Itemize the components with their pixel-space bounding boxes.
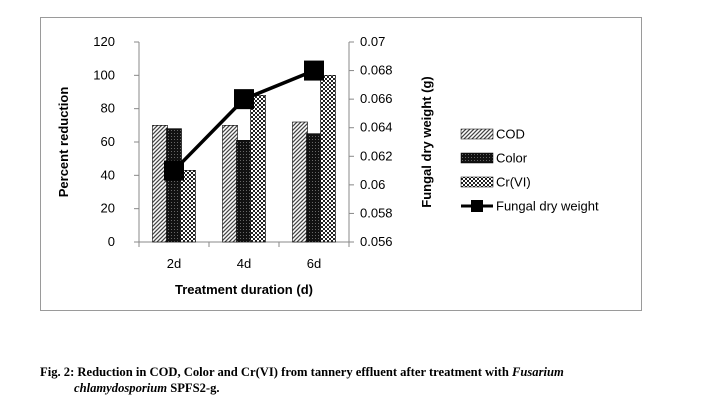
y2-tick-label: 0.056 — [360, 234, 393, 249]
y-tick-label: 0 — [108, 234, 115, 249]
point-fungal-dry-weight-6d — [304, 60, 324, 81]
x-axis-title: Treatment duration (d) — [175, 282, 313, 297]
bar-color-4d — [236, 140, 252, 243]
y-axis-title: Percent reduction — [56, 87, 71, 198]
figure-caption: Fig. 2: Reduction in COD, Color and Cr(V… — [40, 364, 712, 396]
bar-cod-2d — [152, 125, 168, 243]
legend-label-cod: COD — [496, 127, 525, 142]
y2-tick-label: 0.07 — [360, 34, 385, 49]
legend-swatch-color — [460, 152, 494, 164]
x-tick-label: 2d — [167, 256, 181, 271]
y-tick-label: 80 — [101, 101, 115, 116]
bar-cod-6d — [292, 121, 308, 243]
caption-prefix: Fig. 2: Reduction in COD, Color and Cr(V… — [40, 365, 512, 379]
legend-label-fungal-dry-weight: Fungal dry weight — [496, 199, 599, 214]
legend-label-color: Color — [496, 151, 528, 166]
legend-marker-fungal-dry-weight — [471, 200, 483, 212]
caption-species: chlamydosporium — [74, 381, 168, 395]
point-fungal-dry-weight-4d — [234, 89, 254, 110]
y-tick-label: 40 — [101, 167, 115, 182]
y2-tick-label: 0.066 — [360, 91, 393, 106]
y2-tick-label: 0.062 — [360, 148, 393, 163]
bar-color-2d — [166, 128, 182, 243]
caption-suffix: SPFS2-g. — [167, 381, 220, 395]
y2-tick-label: 0.068 — [360, 63, 393, 78]
y2-axis-title: Fungal dry weight (g) — [419, 76, 434, 207]
x-tick-label: 4d — [237, 256, 251, 271]
y2-tick-label: 0.058 — [360, 205, 393, 220]
bar-cr-vi--2d — [180, 170, 196, 243]
caption-genus: Fusarium — [511, 365, 564, 379]
y-tick-label: 20 — [101, 201, 115, 216]
bar-cr-vi--4d — [250, 95, 266, 243]
bar-cr-vi--6d — [320, 75, 336, 243]
legend-swatch-cod — [460, 128, 494, 140]
chart-frame: 0 20 40 60 80 100 120 0.056 0.058 0.06 0.062 0.064 0… — [40, 17, 642, 311]
plot-layer: 0 20 40 60 80 100 120 0.056 0.058 0.06 0.062 0.064 0… — [56, 34, 434, 297]
chart-svg: 0 20 40 60 80 100 120 0.056 0.058 0.06 0.062 0.064 0… — [56, 34, 599, 297]
y-tick-label: 100 — [93, 67, 115, 82]
y-tick-label: 120 — [93, 34, 115, 49]
y2-tick-label: 0.06 — [360, 177, 385, 192]
y2-tick-label: 0.064 — [360, 120, 393, 135]
legend: COD Color Cr(VI) Fungal dry weight — [460, 127, 599, 214]
x-tick-label: 6d — [307, 256, 321, 271]
bar-color-6d — [306, 133, 322, 243]
y-tick-label: 60 — [101, 134, 115, 149]
bar-cod-4d — [222, 125, 238, 243]
point-fungal-dry-weight-2d — [164, 160, 184, 181]
legend-swatch-cr-vi- — [460, 176, 494, 188]
legend-label-cr-vi-: Cr(VI) — [496, 175, 531, 190]
